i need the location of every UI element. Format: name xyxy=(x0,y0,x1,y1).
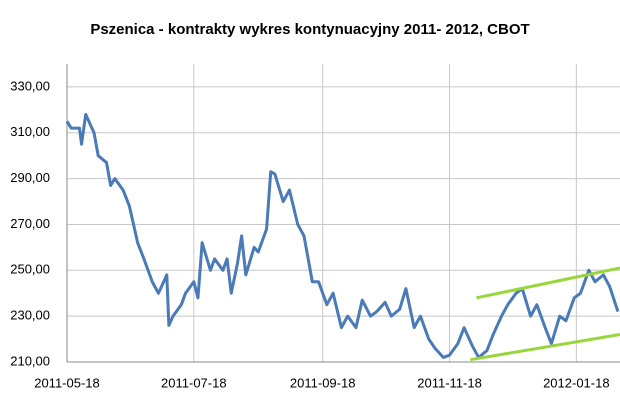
trend-line xyxy=(476,266,620,300)
x-tick-label: 2011-11-18 xyxy=(417,375,482,390)
y-tick-label: 310,00 xyxy=(10,124,50,139)
y-tick-label: 290,00 xyxy=(10,170,50,185)
y-tick-label: 250,00 xyxy=(10,262,50,277)
x-tick-label: 2011-09-18 xyxy=(290,375,356,390)
y-tick-label: 330,00 xyxy=(10,78,50,93)
y-tick-label: 210,00 xyxy=(10,353,50,368)
x-tick-label: 2011-07-18 xyxy=(161,375,227,390)
y-tick-label: 270,00 xyxy=(10,216,50,231)
x-tick-label: 2012-01-18 xyxy=(543,375,610,390)
y-tick-label: 230,00 xyxy=(10,308,50,323)
chart-title: Pszenica - kontrakty wykres kontynuacyjn… xyxy=(90,21,529,38)
price-line xyxy=(65,112,620,359)
x-tick-label: 2011-05-18 xyxy=(34,375,100,390)
trend-line xyxy=(470,333,620,362)
